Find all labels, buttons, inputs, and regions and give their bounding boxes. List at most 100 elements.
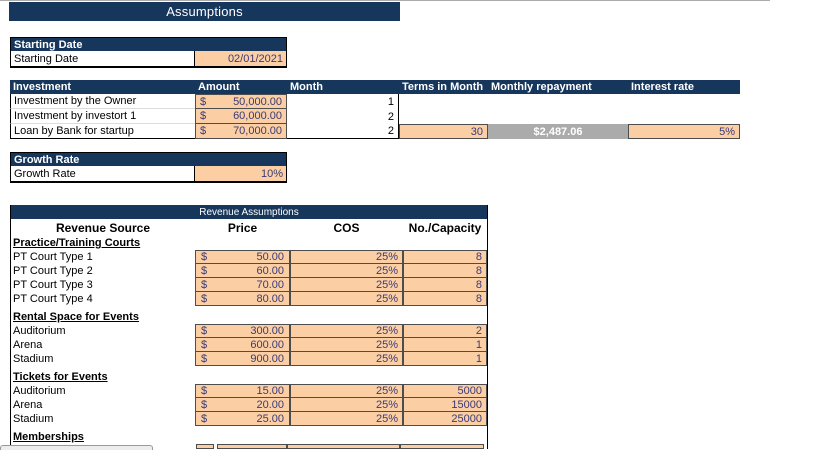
starting-date-header: Starting Date [11,38,286,51]
cos-cell[interactable] [287,444,400,449]
capacity-cell[interactable]: 5000 [403,384,487,398]
empty-cell [488,94,628,109]
revenue-row-label: PT Court Type 1 [13,251,93,263]
price-currency-cell[interactable] [196,444,214,449]
revenue-row: Auditorium $300.00 25% 2 [11,324,487,338]
price-cell[interactable]: $20.00 [195,398,290,412]
revenue-row: Auditorium $15.00 25% 5000 [11,384,487,398]
cos-cell[interactable]: 25% [290,412,403,426]
price-value: 70.00 [256,278,284,291]
month-cell[interactable]: 1 [287,94,399,109]
cos-cell[interactable]: 25% [290,250,403,264]
bottom-scrollbar-fragment[interactable] [0,445,153,450]
capacity-cell[interactable]: 1 [403,338,487,352]
price-cell[interactable]: $25.00 [195,412,290,426]
price-cell[interactable]: $900.00 [195,352,290,366]
cos-cell[interactable]: 25% [290,324,403,338]
growth-rate-row: Growth Rate 10% [11,166,286,181]
empty-cell [488,109,628,124]
capacity-cell[interactable]: 8 [403,264,487,278]
currency-symbol: $ [201,292,208,305]
investment-row-label: Loan by Bank for startup [10,124,195,139]
empty-cell [628,94,740,109]
revenue-row: Stadium $25.00 25% 25000 [11,412,487,426]
cos-cell[interactable]: 25% [290,278,403,292]
empty-cell [399,94,488,109]
price-cell[interactable]: $80.00 [195,292,290,306]
amount-value: 60,000.00 [233,110,282,122]
revenue-assumptions-title: Revenue Assumptions [11,205,487,219]
page-title: Assumptions [9,2,400,21]
cos-cell[interactable]: 25% [290,264,403,278]
price-cell[interactable]: $70.00 [195,278,290,292]
capacity-cell[interactable]: 15000 [403,398,487,412]
revenue-row-label: Arena [13,399,43,411]
revenue-row-label: PT Court Type 3 [13,279,93,291]
price-cell[interactable]: $50.00 [195,250,290,264]
monthly-repayment-cell[interactable]: $2,487.06 [488,124,628,139]
empty-cell [399,109,488,124]
revenue-row-label: Stadium [13,413,54,425]
capacity-cell[interactable]: 2 [403,324,487,338]
cos-cell[interactable]: 25% [290,352,403,366]
revenue-row: PT Court Type 1 $50.00 25% 8 [11,250,487,264]
col-amount: Amount [198,81,240,93]
growth-rate-section: Growth Rate Growth Rate 10% [10,152,287,183]
col-investment: Investment [13,81,72,93]
section-spacer [11,366,487,370]
col-interest-rate: Interest rate [631,81,694,93]
cos-cell[interactable]: 25% [290,292,403,306]
amount-cell[interactable]: $50,000.00 [195,94,287,109]
price-cell[interactable] [217,444,287,449]
revenue-section-header: Memberships [11,430,487,444]
revenue-section-header: Rental Space for Events [11,310,487,324]
col-monthly-repayment: Monthly repayment [491,81,592,93]
col-revenue-source: Revenue Source [55,220,151,235]
revenue-row: Arena $600.00 25% 1 [11,338,487,352]
capacity-cell[interactable] [400,444,484,449]
growth-rate-header: Growth Rate [11,153,286,166]
price-cell[interactable]: $300.00 [195,324,290,338]
revenue-row-label: PT Court Type 4 [13,293,93,305]
capacity-cell[interactable]: 1 [403,352,487,366]
price-cell[interactable]: $60.00 [195,264,290,278]
price-value: 20.00 [256,398,284,411]
month-cell[interactable]: 2 [287,124,399,139]
price-cell[interactable]: $15.00 [195,384,290,398]
interest-rate-cell[interactable]: 5% [628,124,740,139]
starting-date-row: Starting Date 02/01/2021 [11,51,286,66]
cos-cell[interactable]: 25% [290,338,403,352]
capacity-cell[interactable]: 8 [403,278,487,292]
col-cos: COS [333,220,360,235]
amount-value: 70,000.00 [233,125,282,137]
revenue-row-label: Stadium [13,353,54,365]
currency-symbol: $ [201,352,208,365]
cos-cell[interactable]: 25% [290,384,403,398]
starting-date-value-cell[interactable]: 02/01/2021 [194,51,286,66]
col-price: Price [227,220,258,235]
currency-symbol: $ [201,325,208,337]
revenue-row: PT Court Type 2 $60.00 25% 8 [11,264,487,278]
capacity-cell[interactable]: 8 [403,250,487,264]
price-value: 15.00 [256,385,284,397]
investment-row: Loan by Bank for startup $70,000.00 2 30 $2,… [10,124,740,139]
month-cell[interactable]: 2 [287,109,399,124]
price-value: 900.00 [250,352,284,365]
capacity-cell[interactable]: 8 [403,292,487,306]
revenue-section-header: Tickets for Events [11,370,487,384]
price-value: 50.00 [256,251,284,263]
growth-rate-value-cell[interactable]: 10% [194,166,286,181]
partial-revenue-row [11,444,487,449]
col-month: Month [290,81,323,93]
cell-gap [214,444,217,449]
amount-cell[interactable]: $70,000.00 [195,124,287,139]
capacity-cell[interactable]: 25000 [403,412,487,426]
currency-symbol: $ [200,95,207,108]
cos-cell[interactable]: 25% [290,398,403,412]
investment-row: Investment by the Owner $50,000.00 1 [10,94,740,109]
terms-in-month-cell[interactable]: 30 [399,124,488,139]
price-cell[interactable]: $600.00 [195,338,290,352]
amount-cell[interactable]: $60,000.00 [195,109,287,124]
revenue-row-label: Arena [13,339,43,351]
